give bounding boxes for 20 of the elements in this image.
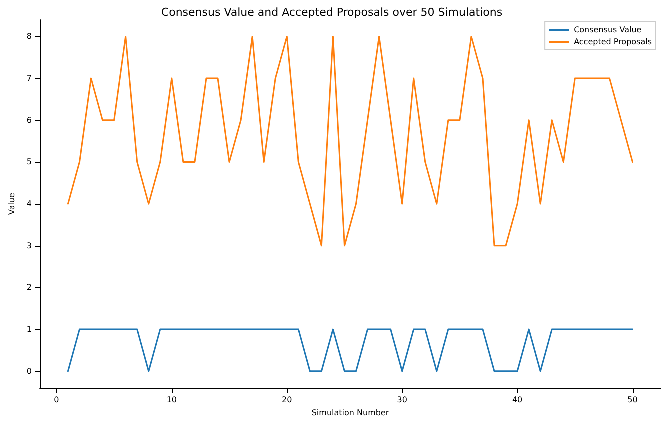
y-tick-label: 7	[26, 74, 32, 84]
y-tick-label: 8	[26, 32, 32, 42]
legend-label: Consensus Value	[574, 26, 642, 34]
y-tick-label: 3	[26, 241, 32, 250]
y-tick-label: 2	[26, 283, 32, 292]
x-tick-label: 30	[397, 396, 408, 405]
x-tick-label: 20	[282, 396, 292, 405]
chart-title: Consensus Value and Accepted Proposals over 50 Simulations	[161, 6, 503, 19]
y-tick-label: 6	[26, 116, 32, 125]
legend-label: Accepted Proposals	[574, 38, 652, 46]
y-tick-label: 5	[26, 158, 32, 167]
y-tick-label: 4	[26, 200, 32, 209]
x-tick-label: 50	[628, 396, 638, 405]
y-tick-label: 1	[26, 325, 32, 334]
y-tick-label: 0	[26, 366, 32, 376]
x-tick-label: 40	[512, 396, 523, 405]
x-tick-label: 0	[54, 396, 60, 405]
x-axis-title: Simulation Number	[312, 408, 390, 418]
x-tick-label: 10	[166, 396, 178, 405]
y-axis-title: Value	[8, 192, 16, 216]
